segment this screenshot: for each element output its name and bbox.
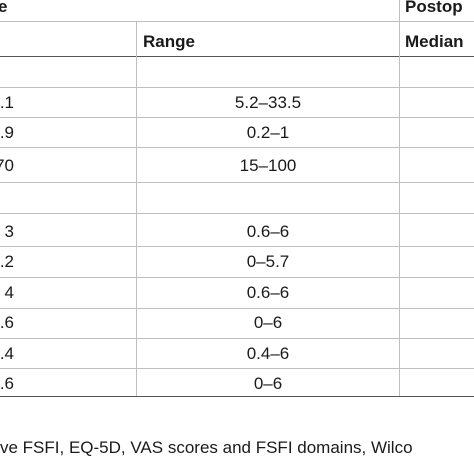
header-group-left: e — [0, 0, 8, 16]
table-row-range: 0.6–6 — [246, 222, 290, 241]
table-row-range: 0.6–6 — [246, 283, 290, 302]
table-row-left-value: 3.6 — [0, 313, 14, 332]
table-row-left-value: 3.2 — [0, 252, 14, 271]
table-row-left-value: 4.6 — [0, 374, 14, 393]
table-row-range: 0–6 — [253, 374, 283, 393]
data-table: e Postop Range Median 1.1 5.2–33.5 0.9 0… — [0, 0, 474, 397]
header-range: Range — [143, 32, 195, 51]
table-row-range: 0–5.7 — [246, 252, 290, 271]
table-row-left-value: 3.4 — [0, 344, 14, 363]
table-row-left-value: 3 — [4, 222, 14, 241]
table-row-left-value: 70 — [0, 156, 14, 175]
table-row-left-value: 0.9 — [0, 123, 14, 142]
header-group-postop: Postop — [405, 0, 463, 16]
table-row-left-value: 4 — [4, 283, 14, 302]
table-row-range: 0.2–1 — [246, 123, 290, 142]
table-row-range: 15–100 — [239, 156, 297, 175]
header-median: Median — [405, 32, 464, 51]
table-row-range: 5.2–33.5 — [234, 93, 302, 112]
table-row-left-value: 1.1 — [0, 93, 14, 112]
table-row-range: 0–6 — [253, 313, 283, 332]
table-row-range: 0.4–6 — [246, 344, 290, 363]
table-footnote: ve FSFI, EQ-5D, VAS scores and FSFI doma… — [0, 438, 413, 457]
